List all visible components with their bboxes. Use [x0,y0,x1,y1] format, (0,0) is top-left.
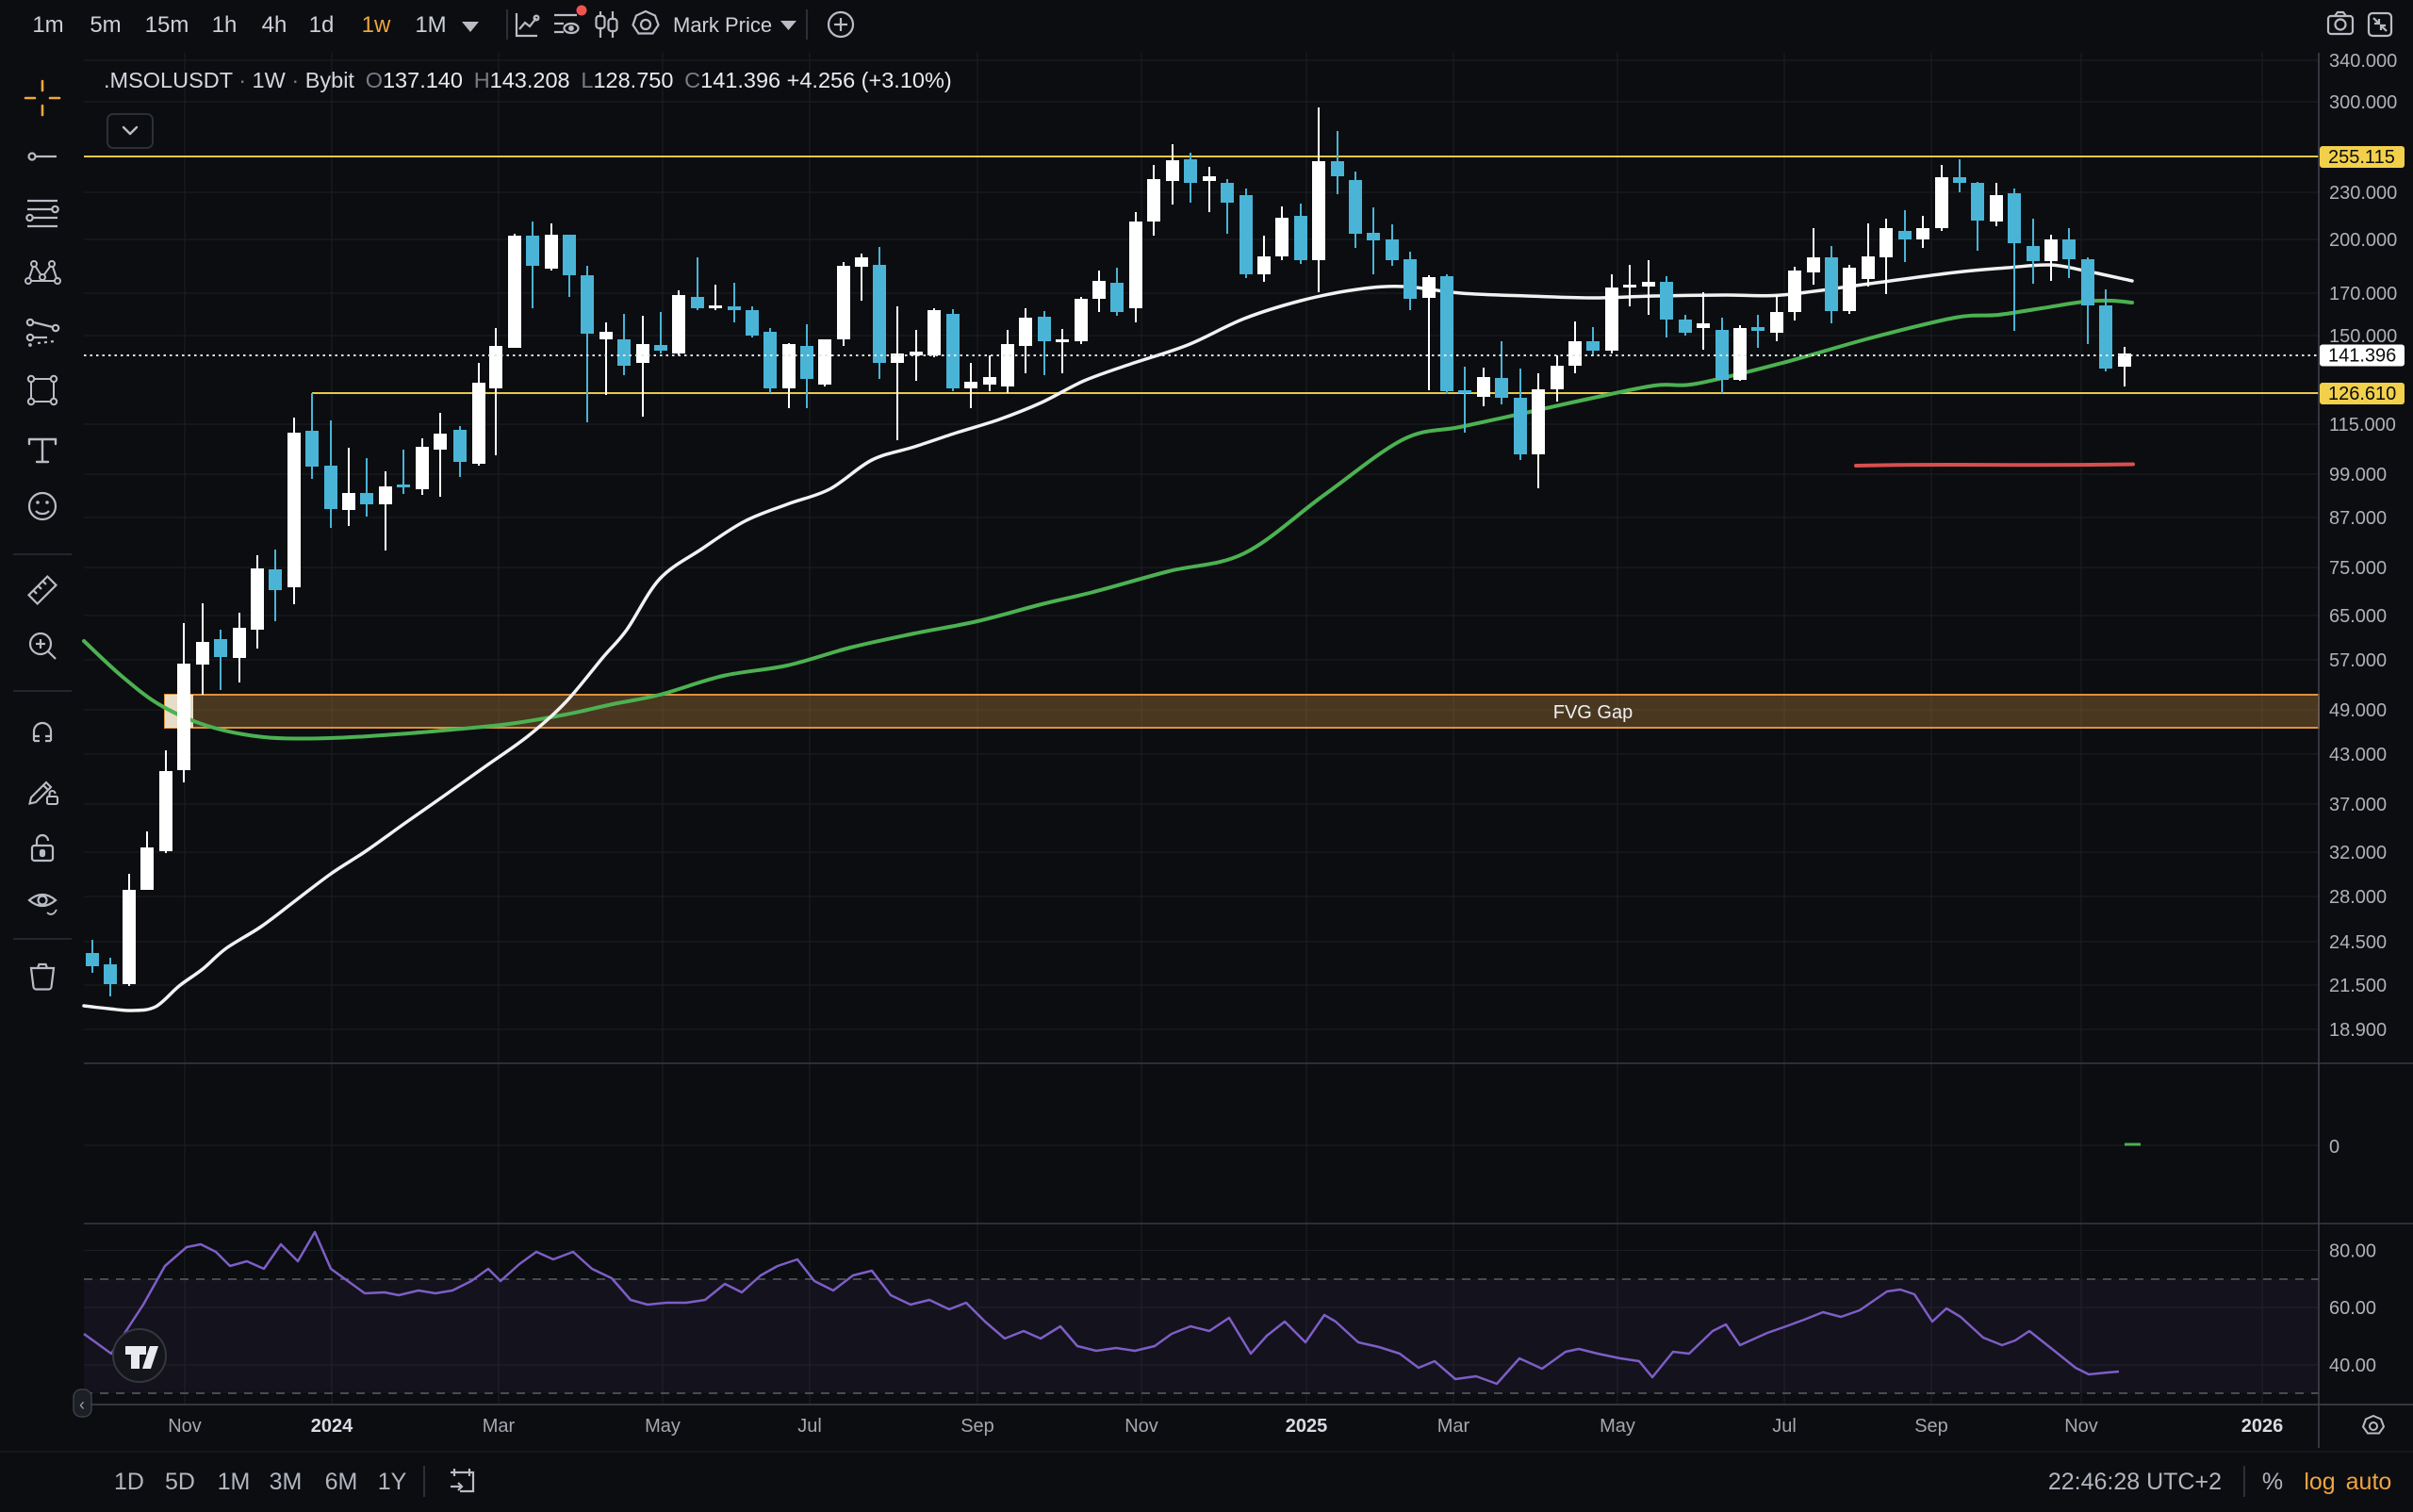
svg-text:Jul: Jul [797,1416,822,1437]
svg-text:Sep: Sep [960,1416,994,1437]
svg-text:200.000: 200.000 [2329,230,2397,251]
svg-text:0: 0 [2329,1137,2339,1158]
svg-text:340.000: 340.000 [2329,51,2397,72]
svg-text:Mar: Mar [1437,1416,1470,1437]
svg-text:2025: 2025 [1286,1416,1328,1437]
svg-text:80.00: 80.00 [2329,1241,2376,1262]
svg-text:170.000: 170.000 [2329,284,2397,304]
svg-text:May: May [1600,1416,1635,1437]
svg-text:141.396: 141.396 [2328,346,2396,367]
svg-text:.MSOLUSDT · 1W · Bybit O137.14: .MSOLUSDT · 1W · Bybit O137.140 H143.208… [104,68,952,92]
svg-text:18.900: 18.900 [2329,1020,2387,1041]
svg-text:126.610: 126.610 [2328,384,2396,404]
svg-text:Jul: Jul [1772,1416,1797,1437]
svg-text:40.00: 40.00 [2329,1356,2376,1376]
svg-text:4h: 4h [262,12,287,38]
svg-text:auto: auto [2346,1469,2392,1495]
svg-text:15m: 15m [145,12,189,38]
svg-text:Sep: Sep [1914,1416,1948,1437]
svg-text:24.500: 24.500 [2329,932,2387,953]
svg-text:65.000: 65.000 [2329,606,2387,627]
svg-text:37.000: 37.000 [2329,795,2387,815]
svg-text:Mar: Mar [483,1416,516,1437]
svg-text:1Y: 1Y [378,1469,407,1495]
svg-text:5D: 5D [165,1469,195,1495]
svg-text:99.000: 99.000 [2329,465,2387,485]
svg-text:2024: 2024 [311,1416,353,1437]
svg-text:1D: 1D [114,1469,144,1495]
svg-text:28.000: 28.000 [2329,887,2387,908]
svg-text:75.000: 75.000 [2329,558,2387,579]
svg-text:5m: 5m [90,12,121,38]
svg-text:log: log [2304,1469,2335,1495]
svg-text:21.500: 21.500 [2329,976,2387,996]
svg-text:3M: 3M [270,1469,303,1495]
svg-text:22:46:28 UTC+2: 22:46:28 UTC+2 [2048,1469,2222,1495]
svg-text:49.000: 49.000 [2329,700,2387,721]
svg-text:300.000: 300.000 [2329,92,2397,113]
svg-text:87.000: 87.000 [2329,508,2387,529]
svg-text:60.00: 60.00 [2329,1298,2376,1319]
svg-text:1d: 1d [309,12,335,38]
svg-text:43.000: 43.000 [2329,745,2387,765]
svg-text:230.000: 230.000 [2329,183,2397,204]
svg-text:%: % [2262,1469,2283,1495]
svg-text:FVG Gap: FVG Gap [1553,702,1633,723]
svg-text:57.000: 57.000 [2329,650,2387,671]
svg-text:6M: 6M [325,1469,358,1495]
svg-text:255.115: 255.115 [2328,147,2395,168]
svg-text:150.000: 150.000 [2329,326,2397,347]
svg-text:1M: 1M [415,12,446,38]
svg-text:‹: ‹ [79,1395,85,1414]
svg-text:2026: 2026 [2241,1416,2284,1437]
svg-text:1w: 1w [362,12,391,38]
svg-text:Nov: Nov [1124,1416,1158,1437]
svg-text:May: May [645,1416,681,1437]
svg-text:Mark Price: Mark Price [673,13,772,37]
svg-text:1m: 1m [32,12,63,38]
svg-text:Nov: Nov [2064,1416,2098,1437]
svg-text:Nov: Nov [168,1416,202,1437]
svg-text:1M: 1M [218,1469,251,1495]
svg-text:115.000: 115.000 [2329,415,2396,436]
svg-text:1h: 1h [212,12,238,38]
svg-text:32.000: 32.000 [2329,843,2387,863]
